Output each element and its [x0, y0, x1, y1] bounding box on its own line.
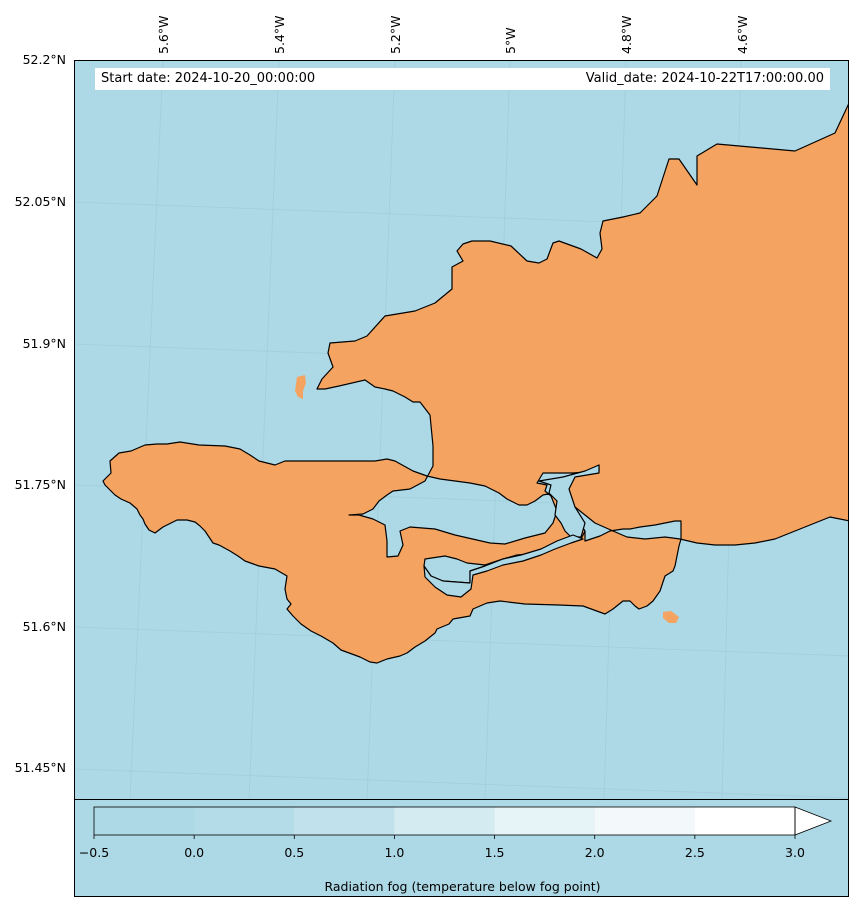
- lat-label-51-9: 51.9°N: [22, 336, 66, 351]
- lon-label-5-0: 5°W: [503, 27, 518, 54]
- colorbar-tick-label: 2.0: [584, 845, 605, 860]
- colorbar-segment: [294, 807, 395, 835]
- map-canvas[interactable]: [75, 61, 849, 800]
- lat-label-52-05: 52.05°N: [14, 194, 66, 209]
- colorbar-tick-label: 2.5: [684, 845, 705, 860]
- meridian-5-2: [366, 61, 396, 799]
- island-small-north: [835, 133, 845, 139]
- lon-label-5-6: 5.6°W: [156, 15, 171, 55]
- colorbar-tick-label: 0.5: [284, 845, 305, 860]
- colorbar-tick-label: 0.0: [184, 845, 205, 860]
- meridian-5-4: [248, 61, 280, 799]
- colorbar-segment: [494, 807, 596, 835]
- colorbar-outline: [93, 806, 796, 836]
- colorbar-extend-arrow: [794, 806, 833, 836]
- island-caldey: [663, 611, 679, 623]
- colorbar-svg: [93, 806, 833, 839]
- colorbar-tick-label: −0.5: [78, 845, 110, 860]
- lat-label-51-75: 51.75°N: [14, 477, 66, 492]
- colorbar-panel: −0.5 0.0 0.5 1.0 1.5 2.0 2.5 3.0 Radiation fog …: [74, 800, 849, 897]
- milford-haven-inlet: [538, 464, 600, 538]
- lat-label-52-2: 52.2°N: [22, 52, 66, 67]
- island-ramsey: [295, 375, 306, 399]
- colorbar-segment: [194, 807, 295, 835]
- colorbar-segment: [94, 807, 195, 835]
- lon-label-4-6: 4.6°W: [735, 15, 750, 55]
- pembroke-river-inlet: [423, 534, 584, 598]
- lon-label-5-4: 5.4°W: [272, 15, 287, 55]
- meridian-5-6: [129, 61, 164, 799]
- colorbar-segment: [394, 807, 496, 835]
- islands: [295, 133, 845, 623]
- colorbar-label: Radiation fog (temperature below fog poi…: [324, 879, 601, 894]
- forecast-info-box: Start date: 2024-10-20_00:00:00 Valid_da…: [95, 68, 830, 90]
- lon-label-4-8: 4.8°W: [619, 15, 634, 55]
- mainland-pembrokeshire: [102, 103, 848, 664]
- colorbar-tick-label: 1.5: [484, 845, 505, 860]
- colorbar-segment: [694, 807, 796, 835]
- lat-label-51-6: 51.6°N: [22, 619, 66, 634]
- colorbar-segment: [594, 807, 696, 835]
- map-panel[interactable]: Start date: 2024-10-20_00:00:00 Valid_da…: [74, 60, 849, 800]
- island-skomer: [312, 504, 335, 518]
- parallel-51-6: [75, 626, 848, 657]
- parallel-51-45: [75, 768, 848, 799]
- lat-label-51-45: 51.45°N: [14, 760, 66, 775]
- colorbar-tick-label: 1.0: [384, 845, 405, 860]
- lon-label-5-2: 5.2°W: [388, 15, 403, 55]
- colorbar-tick-lines: [93, 835, 796, 839]
- start-date-label: Start date: 2024-10-20_00:00:00: [101, 71, 316, 86]
- colorbar-tick-label: 3.0: [785, 845, 805, 860]
- valid-date-label: Valid_date: 2024-10-22T17:00:00.00: [585, 71, 824, 86]
- colorbar-segments: [94, 807, 796, 835]
